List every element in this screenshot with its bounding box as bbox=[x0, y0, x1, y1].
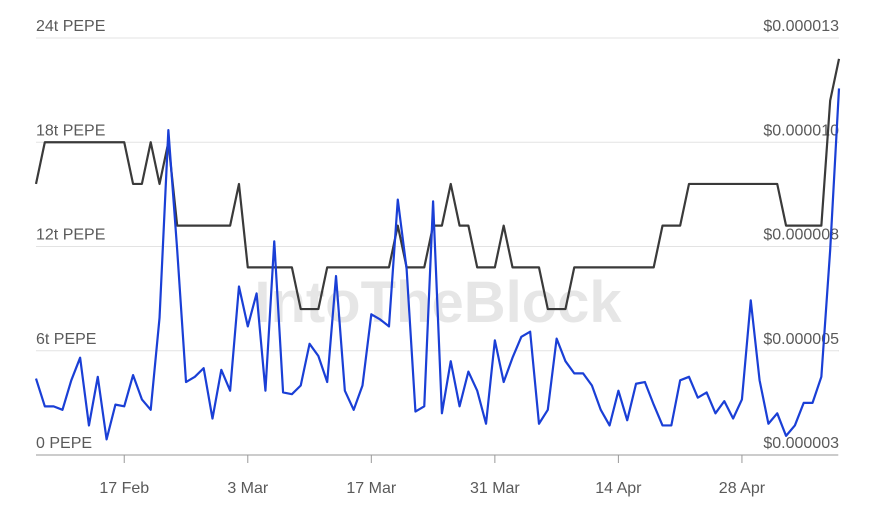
y-tick-label: 6t PEPE bbox=[36, 331, 96, 348]
y2-tick-label: $0.000013 bbox=[763, 18, 839, 35]
y-tick-label: 12t PEPE bbox=[36, 227, 105, 244]
y-tick-label: 18t PEPE bbox=[36, 122, 105, 139]
y2-tick-label: $0.000003 bbox=[763, 435, 839, 452]
x-tick-label: 17 Mar bbox=[346, 480, 396, 497]
x-tick-label: 3 Mar bbox=[227, 480, 269, 497]
x-tick-label: 28 Apr bbox=[719, 480, 766, 497]
y-tick-label: 0 PEPE bbox=[36, 435, 92, 452]
y2-tick-label: $0.000005 bbox=[763, 331, 839, 348]
y-tick-label: 24t PEPE bbox=[36, 18, 105, 35]
line-series bbox=[34, 88, 841, 441]
x-tick-label: 31 Mar bbox=[470, 480, 520, 497]
x-tick-label: 14 Apr bbox=[595, 480, 642, 497]
y2-tick-label: $0.000010 bbox=[763, 122, 839, 139]
x-tick-label: 17 Feb bbox=[99, 480, 149, 497]
y2-tick-label: $0.000008 bbox=[763, 227, 839, 244]
